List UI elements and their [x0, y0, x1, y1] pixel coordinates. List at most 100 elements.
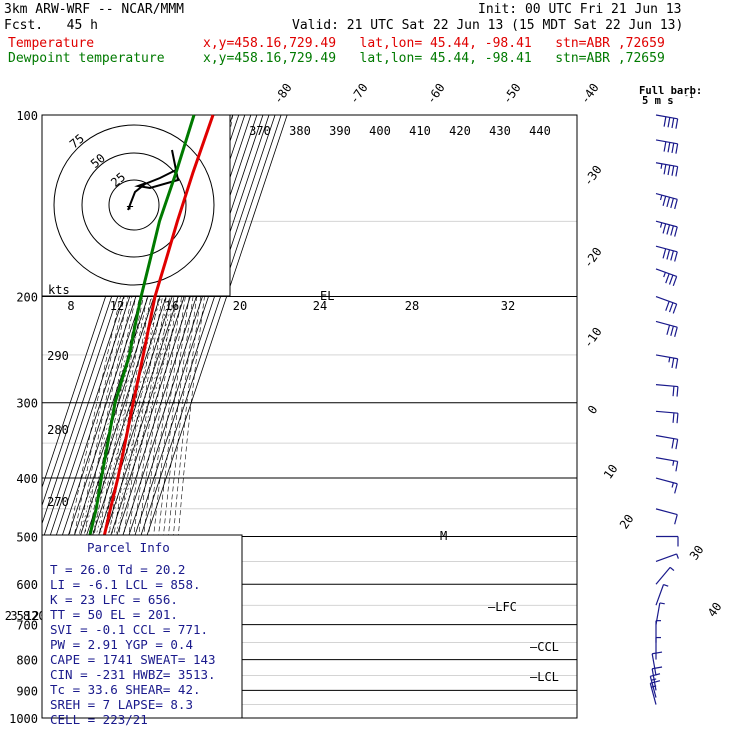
wind-barb: [656, 535, 679, 547]
wind-barb: [655, 193, 678, 210]
pressure-tick-label: 300: [16, 397, 38, 411]
wind-barb-flag: [672, 303, 678, 314]
isotherm-label: -30: [581, 163, 605, 189]
wind-barb-flag: [666, 197, 671, 208]
moist-adiabat: [61, 296, 171, 718]
wind-barb: [655, 566, 675, 585]
wind-barb-half-flag: [668, 357, 671, 363]
wind-barb-flag: [650, 673, 661, 677]
temperature-location-info: x,y=458.16,729.49 lat,lon= 45.44, -98.41…: [203, 36, 665, 51]
wind-barb-flag: [674, 514, 678, 525]
parcel-row: TT = 50 EL = 201.: [50, 607, 178, 622]
wind-barb-staff: [655, 354, 678, 360]
hodograph-speed-label: 32: [501, 299, 515, 313]
storm-motion-marker: +: [126, 199, 133, 213]
theta-label: 290: [47, 349, 69, 363]
wind-legend-title: Full barb:: [639, 85, 702, 97]
hodograph-trace: [127, 149, 180, 211]
parcel-row: SVI = -0.1 CCL = 771.: [50, 622, 208, 637]
parcel-info-title: Parcel Info: [87, 540, 170, 555]
hodograph-speed-label: 12: [110, 299, 124, 313]
wind-barb-flag: [674, 251, 678, 262]
theta-label: 380: [289, 124, 311, 138]
hodograph-speed-label: 24: [313, 299, 327, 313]
wind-barb-flag: [666, 324, 671, 335]
pressure-tick-label: 100: [16, 109, 38, 123]
wind-barb: [655, 295, 678, 314]
isotherm-label: -60: [424, 81, 448, 107]
wind-barb: [655, 245, 678, 262]
wind-barb-staff: [655, 553, 677, 563]
pressure-tick-label: 1000: [9, 712, 38, 726]
wind-barb-flag: [652, 666, 663, 670]
wind-legend-units-exponent: -1: [684, 91, 694, 100]
wind-barb: [655, 139, 679, 154]
wind-barb-flag: [670, 198, 674, 209]
hodograph-speed-label: 20: [233, 299, 247, 313]
wind-barb-flag: [663, 164, 667, 175]
wind-barb-flag: [671, 357, 675, 369]
parcel-row: PW = 2.91 YGP = 0.4: [50, 637, 193, 652]
isotherm-label: 40: [705, 600, 725, 620]
wind-barb-half-flag: [663, 583, 669, 587]
wind-barb-flag: [667, 165, 671, 176]
theta-label: 430: [489, 124, 511, 138]
wind-barb: [655, 620, 661, 643]
isotherm-label: 20: [617, 512, 637, 532]
hodograph-ring: [53, 124, 215, 286]
wind-barb-flag: [663, 141, 667, 152]
wind-barb-flag: [667, 142, 671, 153]
wind-barb-flag: [671, 118, 675, 129]
isotherm-label: -70: [347, 81, 371, 107]
parcel-row: T = 26.0 Td = 20.2: [50, 562, 185, 577]
wind-barb-flag: [665, 301, 670, 311]
mixing-ratio-label: 3: [10, 609, 17, 623]
wind-barb: [655, 384, 679, 397]
wind-barb-flag: [662, 196, 667, 206]
wind-barb-flag: [675, 166, 679, 177]
wind-barb-staff: [655, 245, 678, 253]
wind-barb-flag: [671, 438, 675, 449]
wind-barb-staff: [655, 566, 671, 585]
wind-barb-half-flag: [651, 685, 657, 688]
pressure-tick-label: 400: [16, 472, 38, 486]
wind-barb-half-flag: [659, 602, 665, 605]
isotherm-label: -80: [271, 81, 295, 107]
wind-barb: [655, 457, 679, 472]
wind-barb-flag: [671, 142, 675, 154]
wind-barb-staff: [655, 193, 678, 200]
pressure-tick-label: 900: [16, 684, 38, 698]
theta-label: 390: [329, 124, 351, 138]
wind-barb-staff: [655, 220, 678, 228]
parcel-info-panel: Parcel Info T = 26.0 Td = 20.2 LI = -6.1…: [41, 534, 243, 727]
wind-barb-staff: [655, 268, 677, 278]
valid-time: Valid: 21 UTC Sat 22 Jun 13 (15 MDT Sat …: [292, 18, 684, 33]
wind-barbs: [649, 114, 679, 705]
wind-barb-flag: [676, 413, 679, 424]
wind-barb-flag: [668, 302, 674, 313]
parcel-row: CAPE = 1741 SWEAT= 143: [50, 652, 216, 667]
wind-barb-half-flag: [672, 460, 675, 466]
dewpoint-legend-label: Dewpoint temperature: [8, 51, 165, 66]
theta-label: 270: [47, 495, 69, 509]
wind-barb-flag: [652, 651, 663, 655]
isotherm-label: -10: [581, 325, 605, 351]
mixing-ratio-label: 5: [17, 609, 24, 623]
wind-barb: [655, 354, 679, 369]
wind-barb-half-flag: [671, 482, 674, 488]
wind-barb-flag: [670, 225, 674, 236]
level-marker-label: EL: [320, 289, 334, 303]
wind-barb-flag: [670, 325, 674, 336]
pressure-tick-label: 500: [16, 530, 38, 544]
pressure-tick-label: 800: [16, 654, 38, 668]
wind-barb-staff: [655, 162, 678, 168]
wind-barb: [655, 162, 679, 177]
parcel-row: K = 23 LFC = 656.: [50, 592, 178, 607]
wind-barb: [655, 434, 679, 450]
parcel-row: CELL = 223/21: [50, 712, 148, 727]
isotherm-label: -50: [500, 81, 524, 107]
wind-barb-flag: [675, 118, 679, 129]
wind-barb-half-flag: [676, 553, 679, 559]
wind-barb: [655, 602, 665, 625]
hodograph-speed-label: 28: [405, 299, 419, 313]
